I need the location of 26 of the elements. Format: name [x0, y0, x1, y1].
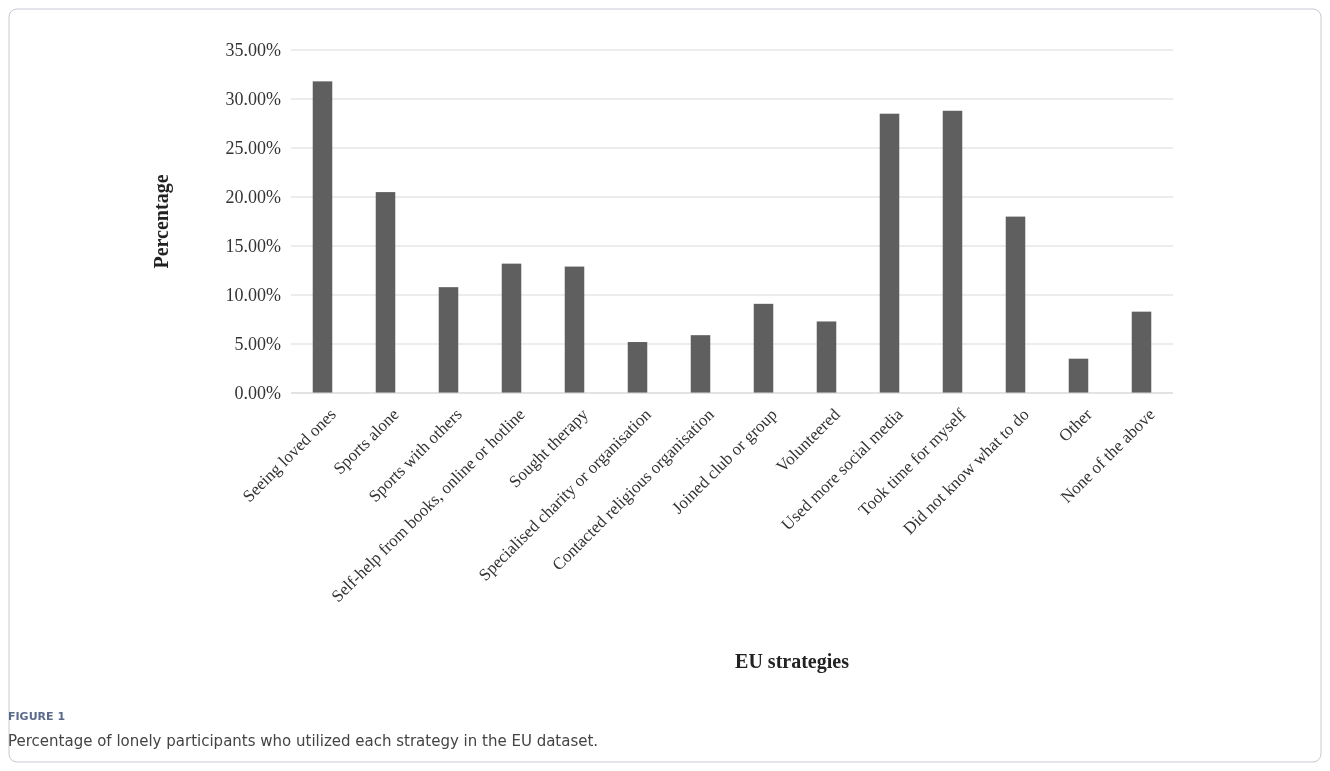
bar	[312, 81, 333, 393]
bar	[627, 342, 648, 393]
y-tick-label: 5.00%	[234, 334, 281, 355]
bar	[375, 192, 396, 393]
bar	[1131, 311, 1152, 393]
y-tick-label: 15.00%	[225, 236, 281, 257]
bar	[690, 335, 711, 393]
bar	[1005, 216, 1026, 393]
x-axis-title: EU strategies	[735, 650, 850, 673]
y-tick-label: 35.00%	[225, 40, 281, 61]
y-tick-label: 10.00%	[225, 285, 281, 306]
y-tick-label: 25.00%	[225, 138, 281, 159]
y-tick-label: 20.00%	[225, 187, 281, 208]
bar	[438, 287, 459, 393]
y-axis-title: Percentage	[150, 174, 173, 269]
caption: FIGURE 1	[8, 710, 66, 723]
bar	[1068, 358, 1089, 393]
bar	[501, 263, 522, 393]
bar	[753, 303, 774, 393]
y-tick-label: 0.00%	[234, 383, 281, 404]
bar	[564, 266, 585, 393]
bar	[816, 321, 837, 393]
bar	[879, 113, 900, 393]
bar	[942, 110, 963, 393]
text: Percentage of lonely participants who utilized each strategy in the EU dataset.	[8, 732, 599, 750]
y-tick-label: 30.00%	[225, 89, 281, 110]
